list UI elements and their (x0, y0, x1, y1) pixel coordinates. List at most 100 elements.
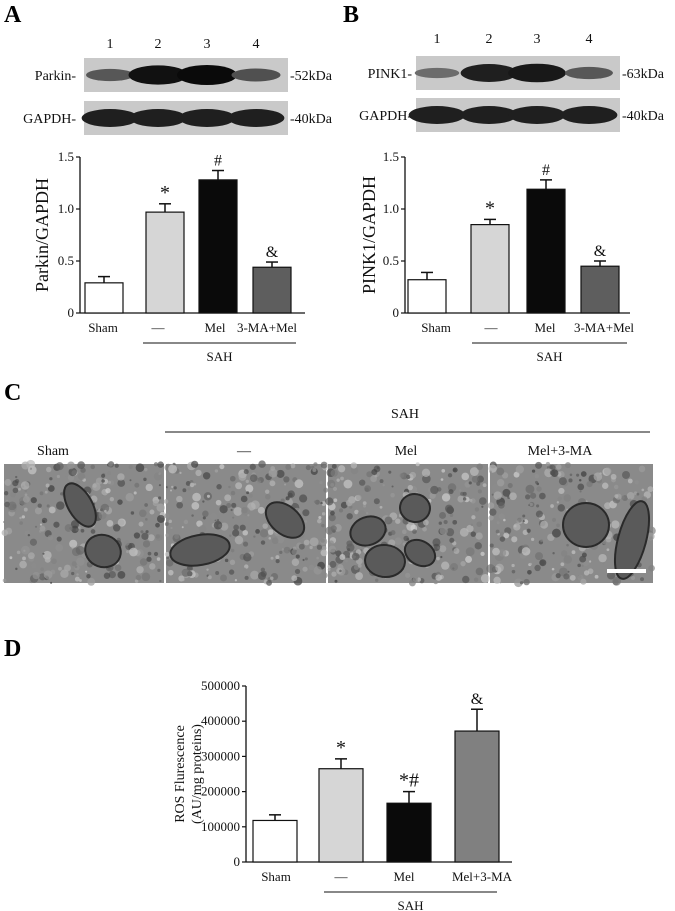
y-axis-label: PINK1/GAPDH (359, 176, 379, 294)
panel-letter-b: B (343, 2, 359, 28)
bar (198, 179, 238, 314)
micrograph-column-label: Mel+3-MA (528, 444, 594, 459)
x-category-label: — (151, 320, 166, 335)
blot-band (86, 68, 134, 82)
bar (526, 188, 566, 314)
western-blot-b: 1 2 3 4 PINK1- -63kDa GAPDH- -40kDa (359, 32, 665, 132)
x-category-label: — (334, 869, 349, 884)
blot-band (460, 106, 518, 124)
micrograph-image (486, 461, 656, 588)
x-category-label: 3-MA+Mel (237, 320, 297, 335)
blot-band (414, 67, 460, 79)
y-tick-label: 100000 (201, 819, 240, 834)
blot-band (81, 109, 139, 127)
sah-group-label: SAH (391, 407, 419, 422)
blot-row-label: GAPDH- (359, 109, 412, 124)
micrograph-image (1, 459, 166, 586)
lane-number: 2 (486, 32, 493, 47)
molecular-weight-marker: -52kDa (290, 69, 333, 84)
y-tick-label: 1.0 (383, 201, 399, 216)
micrograph-image (163, 460, 329, 586)
y-tick-label: 0 (68, 305, 75, 320)
significance-marker: & (266, 244, 279, 261)
blot-band (227, 109, 285, 127)
mitochondrion (403, 538, 437, 568)
bar (407, 279, 447, 314)
mitochondrion (169, 533, 231, 567)
y-tick-label: 200000 (201, 784, 240, 799)
significance-marker: *# (399, 770, 419, 792)
micrograph-column-label: — (236, 444, 252, 459)
x-category-label: 3-MA+Mel (574, 320, 634, 335)
x-category-label: Mel (535, 320, 556, 335)
y-tick-label: 500000 (201, 678, 240, 693)
y-tick-label: 400000 (201, 713, 240, 728)
molecular-weight-marker: -40kDa (622, 109, 665, 124)
blot-row-label: PINK1- (368, 67, 413, 82)
panel-letter-d: D (4, 636, 21, 662)
x-category-label: — (484, 320, 499, 335)
blot-band (508, 63, 566, 83)
x-category-label: Sham (421, 320, 451, 335)
significance-marker: * (160, 182, 170, 204)
bar-chart-ros: 0 100000 200000 300000 400000 500000 ROS Flure… (173, 678, 513, 911)
blot-band (565, 66, 613, 80)
bar (470, 224, 510, 314)
x-category-label: Sham (88, 320, 118, 335)
blot-band (508, 106, 566, 124)
significance-marker: # (542, 162, 550, 179)
bar (252, 266, 292, 314)
mitochondrion (613, 500, 651, 580)
mitochondrion (399, 492, 431, 524)
blot-band (231, 68, 281, 82)
significance-marker: * (485, 197, 495, 219)
y-axis-label-units: (AU/mg proteins) (190, 724, 205, 824)
mitochondrion (349, 515, 387, 547)
x-category-label: Mel+3-MA (452, 869, 513, 884)
bar (580, 265, 620, 314)
blot-row-label: GAPDH- (23, 112, 76, 127)
blot-band (177, 65, 237, 85)
significance-marker: # (214, 153, 222, 170)
y-tick-label: 0 (234, 854, 241, 869)
x-category-label: Sham (261, 869, 291, 884)
y-tick-label: 300000 (201, 748, 240, 763)
micrograph-column-label: Mel (395, 444, 418, 459)
group-label: SAH (206, 349, 232, 364)
y-tick-label: 0.5 (58, 253, 74, 268)
lane-number: 3 (204, 37, 211, 52)
significance-marker: * (336, 737, 346, 759)
bar (386, 802, 432, 863)
lane-number: 2 (155, 37, 162, 52)
blot-band (460, 64, 518, 82)
blot-band (178, 109, 236, 127)
mitochondrion (63, 482, 97, 528)
mitochondrion (264, 501, 306, 539)
y-tick-label: 1.0 (58, 201, 74, 216)
molecular-weight-marker: -40kDa (290, 112, 333, 127)
micrograph-image (325, 462, 490, 587)
bar (84, 282, 124, 314)
lane-number: 4 (586, 32, 593, 47)
y-tick-label: 0 (393, 305, 400, 320)
bar (252, 819, 298, 863)
western-blot-a: 1 2 3 4 Parkin- -52kDa GAPDH- -40kDa (23, 37, 333, 135)
y-tick-label: 1.5 (58, 149, 74, 164)
panel-letter-a: A (4, 2, 22, 28)
group-label: SAH (536, 349, 562, 364)
molecular-weight-marker: -63kDa (622, 67, 665, 82)
mitochondrion (562, 502, 610, 548)
lane-number: 4 (253, 37, 260, 52)
y-tick-label: 1.5 (383, 149, 399, 164)
blot-band (128, 65, 188, 85)
significance-marker: & (594, 243, 607, 260)
group-label: SAH (397, 898, 423, 911)
y-tick-label: 0.5 (383, 253, 399, 268)
x-category-label: Mel (394, 869, 415, 884)
bar (318, 768, 364, 863)
bar-chart-parkin: 0 0.5 1.0 1.5 Parkin/GAPDH Sham * — # Mel & 3-MA+Me… (32, 149, 305, 364)
blot-band (129, 109, 187, 127)
lane-number: 3 (534, 32, 541, 47)
bar (454, 730, 500, 863)
bar (145, 211, 185, 314)
